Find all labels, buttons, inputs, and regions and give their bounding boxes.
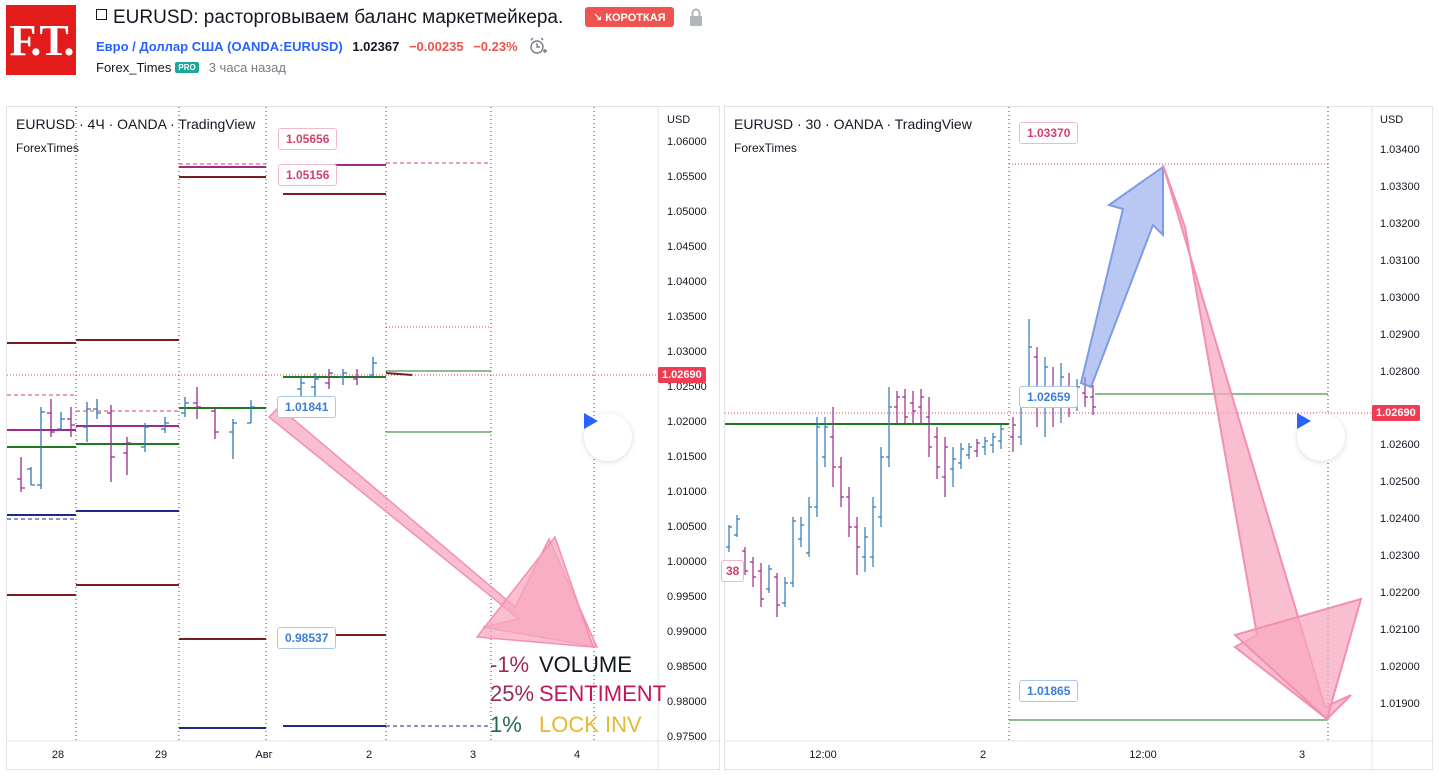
left-chart-watermark: ForexTimes	[16, 141, 79, 155]
y-tick: 1.06000	[667, 136, 707, 148]
x-tick: 2	[365, 749, 373, 761]
x-tick: 29	[154, 749, 168, 761]
brand-logo[interactable]: F.T.	[6, 5, 76, 75]
y-tick: 1.02500	[1380, 476, 1420, 488]
y-tick: 1.03200	[1380, 218, 1420, 230]
y-tick: 1.02000	[667, 416, 707, 428]
square-icon	[96, 9, 107, 20]
y-tick: 1.01900	[1380, 698, 1420, 710]
y-tick: 1.02800	[1380, 366, 1420, 378]
time-ago: 3 часа назад	[208, 60, 286, 75]
stat-value: 25%	[490, 681, 535, 706]
price-callout[interactable]: 0.98537	[277, 627, 337, 649]
stat-value: 1%	[490, 712, 522, 737]
author-name[interactable]: Forex_Times	[96, 60, 172, 75]
stat-label: VOLUME	[539, 652, 632, 677]
y-tick: 1.05500	[667, 171, 707, 183]
quote-row: Евро / Доллар США (OANDA:EURUSD) 1.02367…	[96, 37, 548, 55]
right-chart-panel[interactable]: EURUSD · 30 · OANDA · TradingView ForexT…	[721, 106, 1434, 771]
left-chart-panel[interactable]: EURUSD · 4Ч · OANDA · TradingView ForexT…	[6, 106, 721, 771]
idea-title: EURUSD: расторговываем баланс маркетмейк…	[96, 7, 563, 29]
y-tick: 1.03000	[1380, 292, 1420, 304]
play-icon	[1297, 413, 1311, 429]
price-callout[interactable]: 1.05656	[278, 128, 338, 150]
y-tick: 1.04500	[667, 241, 707, 253]
x-tick: 3	[469, 749, 477, 761]
y-tick: 0.99500	[667, 591, 707, 603]
x-tick: 3	[1298, 749, 1306, 761]
alarm-icon[interactable]	[529, 37, 548, 55]
current-price-label: 1.02690	[658, 367, 706, 383]
y-tick: 1.00000	[667, 556, 707, 568]
right-chart-watermark: ForexTimes	[734, 141, 797, 155]
y-tick: 0.99000	[667, 626, 707, 638]
y-tick: 1.00500	[667, 521, 707, 533]
x-tick: 28	[51, 749, 65, 761]
y-tick: 1.02400	[1380, 513, 1420, 525]
lock-icon	[690, 8, 702, 26]
y-tick: 1.03100	[1380, 255, 1420, 267]
y-tick: 1.02100	[1380, 624, 1420, 636]
stat-label: LOCK INV	[539, 712, 642, 737]
cut-price-callout[interactable]: 38	[721, 560, 745, 582]
y-tick: 0.98500	[667, 661, 707, 673]
price-callout[interactable]: 1.03370	[1019, 122, 1079, 144]
left-chart-canvas[interactable]	[7, 107, 721, 771]
price-callout[interactable]: 1.02659	[1019, 386, 1079, 408]
price-callout[interactable]: 1.05156	[278, 164, 338, 186]
last-price: 1.02367	[352, 39, 400, 54]
price-callout[interactable]: 1.01841	[277, 396, 337, 418]
y-tick: 1.02500	[667, 381, 707, 393]
play-icon	[584, 413, 598, 429]
stat-label: SENTIMENT	[539, 681, 667, 706]
x-tick: 12:00	[1129, 749, 1157, 761]
y-tick: 1.02200	[1380, 587, 1420, 599]
right-chart-legend: EURUSD · 30 · OANDA · TradingView	[734, 116, 972, 132]
y-tick: 1.02000	[1380, 661, 1420, 673]
stat-value: -1%	[490, 652, 530, 677]
x-tick: 4	[573, 749, 581, 761]
left-currency: USD	[667, 114, 691, 126]
current-price-label: 1.02690	[1372, 405, 1420, 421]
price-change-pct: −0.23%	[473, 39, 518, 54]
left-chart-legend: EURUSD · 4Ч · OANDA · TradingView	[16, 116, 256, 132]
y-tick: 1.01000	[667, 486, 707, 498]
y-tick: 1.03400	[1380, 144, 1420, 156]
symbol-link[interactable]: Евро / Доллар США (OANDA:EURUSD)	[96, 39, 343, 54]
price-change: −0.00235	[408, 39, 464, 54]
y-tick: 1.05000	[667, 206, 707, 218]
y-tick: 1.03000	[667, 346, 707, 358]
pro-badge: PRO	[175, 62, 199, 73]
play-button[interactable]	[1297, 413, 1345, 461]
y-tick: 1.02900	[1380, 329, 1420, 341]
x-tick: Авг	[255, 749, 273, 761]
price-callout[interactable]: 1.01865	[1019, 680, 1079, 702]
y-tick: 1.01500	[667, 451, 707, 463]
author-row: Forex_Times PRO 3 часа назад	[96, 60, 286, 75]
y-tick: 0.98000	[667, 696, 707, 708]
y-tick: 1.03300	[1380, 181, 1420, 193]
right-currency: USD	[1380, 114, 1404, 126]
x-tick: 2	[979, 749, 987, 761]
y-tick: 0.97500	[667, 731, 707, 743]
y-tick: 1.02300	[1380, 550, 1420, 562]
y-tick: 1.02600	[1380, 439, 1420, 451]
y-tick: 1.04000	[667, 276, 707, 288]
play-button[interactable]	[584, 413, 632, 461]
right-chart-canvas[interactable]	[725, 107, 1434, 771]
short-badge: ↘ КОРОТКАЯ	[585, 7, 674, 27]
y-tick: 1.03500	[667, 311, 707, 323]
x-tick: 12:00	[809, 749, 837, 761]
